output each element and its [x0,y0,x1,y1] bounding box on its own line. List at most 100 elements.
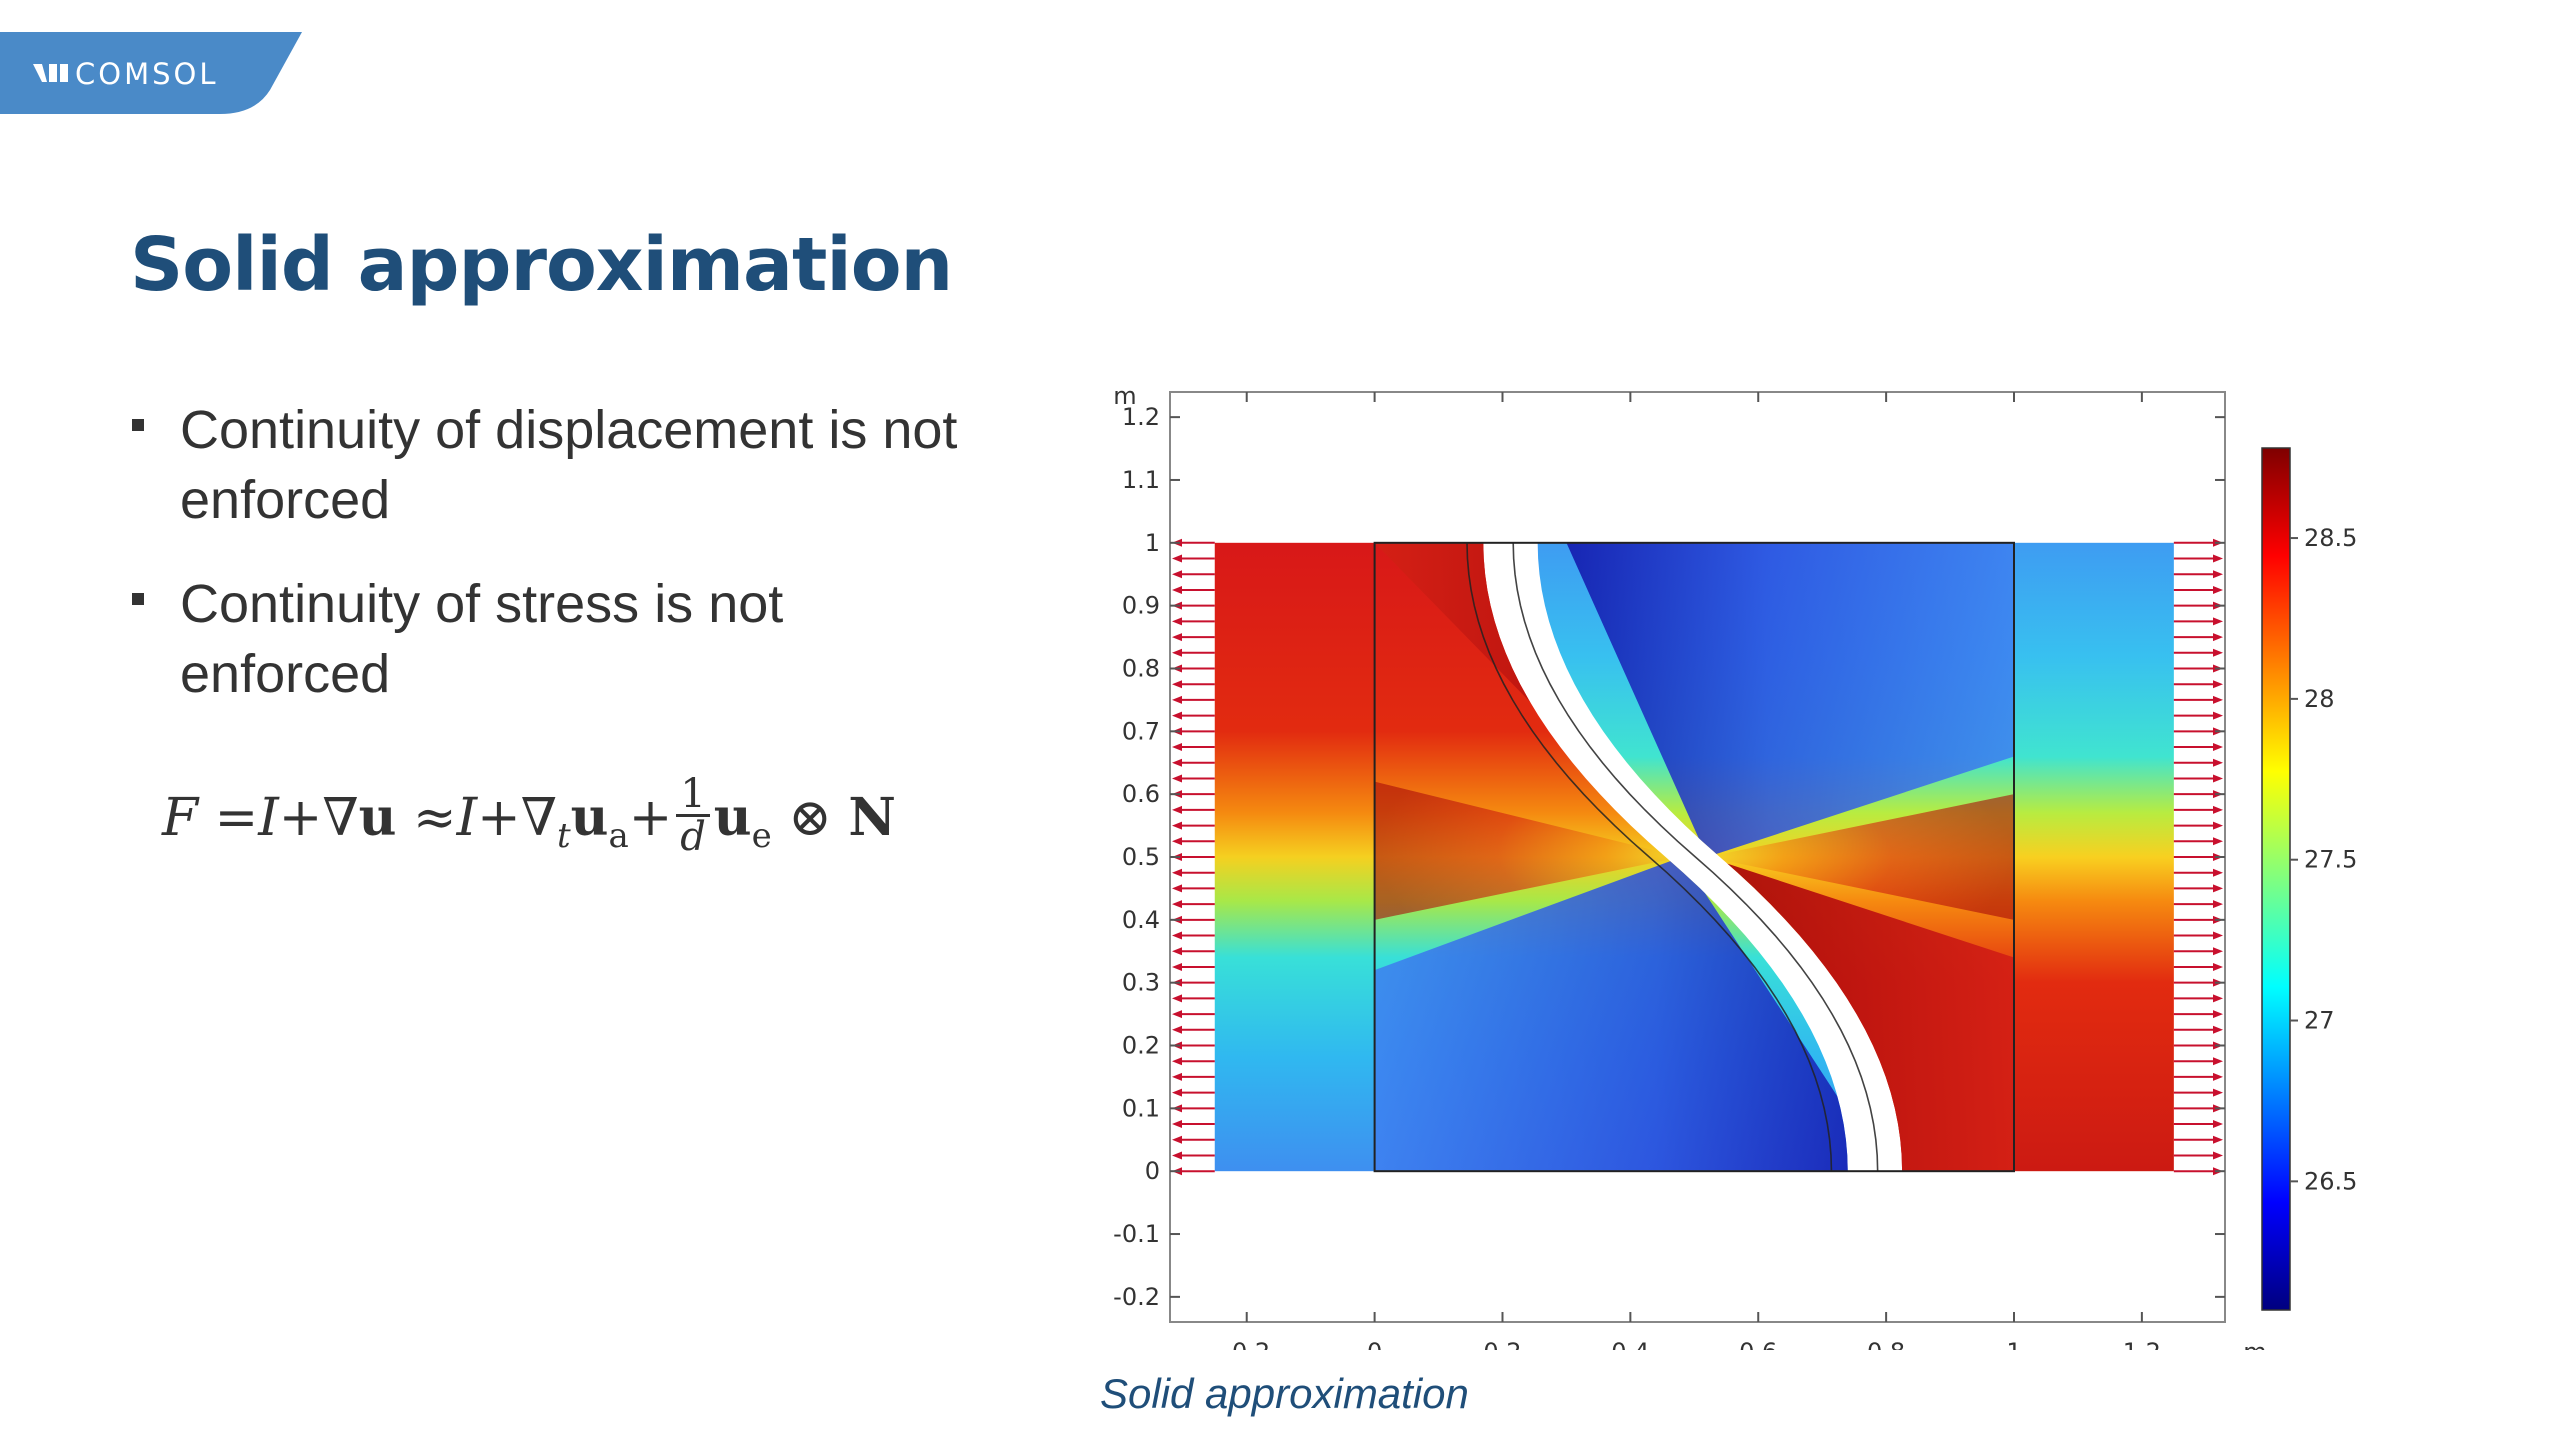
logo-tab-background [0,32,302,114]
right-body-cold-region [1566,542,2014,857]
load-arrowhead-left [1172,617,1182,626]
colorbar-gradient [2261,447,2291,1311]
deformation-gradient-formula: F =I+∇u ≈I+∇tua+ 1 d ue ⊗ N [162,771,896,860]
load-arrowhead-left [1172,931,1182,940]
load-arrowhead-left [1172,947,1182,956]
y-tick-label: 0.2 [1122,1032,1160,1060]
x-axis-ticks: -0.2 0 0.2 0.4 0.6 0.8 1 1.2 [1223,392,2161,1350]
load-arrowhead-right [2213,758,2223,767]
load-arrowhead-left [1172,554,1182,563]
y-tick-label: -0.1 [1113,1220,1160,1248]
y-tick-label: 0.7 [1122,717,1160,745]
load-arrowhead-left [1172,962,1182,971]
y-tick-label: 0 [1145,1157,1160,1185]
load-arrowhead-right [2213,1057,2223,1066]
y-tick-label: 1 [1145,529,1160,557]
x-tick-label: 1 [2006,1338,2021,1350]
left-domain-field [1214,542,1375,1172]
y-tick-label: -0.2 [1113,1283,1160,1311]
reference-interface-line [1512,542,1879,1172]
load-arrowhead-left [1172,821,1182,830]
y-tick-label: 0.3 [1122,969,1160,997]
y-tick-label: 0.1 [1122,1094,1160,1122]
y-tick-label: 1.1 [1122,466,1160,494]
load-arrowhead-right [2213,821,2223,830]
temperature-plot: -0.2 0 0.2 0.4 0.6 0.8 1 1.2 -0.2 -0.1 0 0.1 0.2 0.3… [1113,382,2357,1350]
load-arrowhead-left [1172,570,1182,579]
x-axis-unit: m [2243,1338,2266,1350]
load-arrowhead-left [1172,1025,1182,1034]
load-arrowhead-right [2213,1120,2223,1129]
load-arrowhead-right [2213,1072,2223,1081]
load-arrowhead-right [2213,1010,2223,1019]
load-arrowhead-left [1172,711,1182,720]
bullet-text-2: Continuity of stress is not enforced [180,574,784,704]
y-axis-ticks: -0.2 -0.1 0 0.1 0.2 0.3 0.4 0.5 0.6 0.7 0.8 0.9 1 1.1… [1113,403,2225,1311]
x-tick-label: 0.4 [1611,1338,1649,1350]
y-tick-label: 0.6 [1122,780,1160,808]
bullet-marker [132,419,144,431]
load-arrowhead-right [2213,805,2223,814]
y-tick-label: 0.9 [1122,592,1160,620]
load-arrowhead-right [2213,947,2223,956]
bullet-text-1: Continuity of displacement is not enforc… [180,400,958,530]
colorbar-tick-label: 28 [2304,685,2335,713]
load-arrowhead-left [1172,868,1182,877]
right-domain-field [2014,542,2174,1172]
load-arrowhead-right [2213,994,2223,1003]
load-arrowhead-left [1172,774,1182,783]
left-body-wedge [1374,781,1682,920]
load-arrowhead-right [2213,695,2223,704]
y-tick-label: 0.4 [1122,906,1160,934]
load-arrowhead-left [1172,1057,1182,1066]
boundary-load-arrows [1172,538,2223,1176]
comsol-logo-icon [33,64,68,82]
load-arrowhead-right [2213,648,2223,657]
load-arrowhead-right [2213,633,2223,642]
slide-title: Solid approximation [130,222,953,308]
load-arrowhead-left [1172,1072,1182,1081]
load-arrowhead-left [1172,837,1182,846]
x-tick-label: 0 [1367,1338,1382,1350]
load-arrowhead-right [2213,1088,2223,1097]
load-arrowhead-left [1172,648,1182,657]
comsol-logo-text: COMSOL [75,57,219,91]
load-arrowhead-left [1172,884,1182,893]
colorbar-tick-label: 28.5 [2304,524,2357,552]
load-arrowhead-left [1172,805,1182,814]
load-arrowhead-right [2213,900,2223,909]
y-tick-label: 0.5 [1122,843,1160,871]
y-tick-label: 1.2 [1122,403,1160,431]
load-arrowhead-left [1172,680,1182,689]
left-body-cold-region [1374,857,1848,1172]
load-arrowhead-left [1172,1151,1182,1160]
load-arrowhead-right [2213,570,2223,579]
load-arrowhead-right [2213,1025,2223,1034]
y-axis-unit: m [1113,382,1136,410]
figure-caption: Solid approximation [1100,1370,1469,1417]
domain-outline [1373,541,2015,1173]
bullet-marker [132,593,144,605]
load-arrowhead-left [1172,1135,1182,1144]
load-arrowhead-left [1172,758,1182,767]
x-tick-label: 0.2 [1483,1338,1521,1350]
colorbar-tick-label: 26.5 [2304,1167,2357,1195]
x-tick-label: 0.6 [1739,1338,1777,1350]
load-arrowhead-left [1172,695,1182,704]
load-arrowhead-right [2213,1135,2223,1144]
load-arrowhead-left [1172,900,1182,909]
x-tick-label: 1.2 [2123,1338,2161,1350]
load-arrowhead-right [2213,617,2223,626]
colorbar-tick-label: 27.5 [2304,846,2357,874]
colorbar: 28.5 28 27.5 27 26.5 [2261,447,2357,1311]
load-arrowhead-right [2213,868,2223,877]
load-arrowhead-right [2213,585,2223,594]
load-arrowhead-right [2213,743,2223,752]
x-tick-label: 0.8 [1867,1338,1905,1350]
load-arrowhead-left [1172,585,1182,594]
temperature-field [1214,541,2174,1173]
load-arrowhead-right [2213,962,2223,971]
load-arrowhead-right [2213,931,2223,940]
load-arrowhead-left [1172,1010,1182,1019]
load-arrowhead-left [1172,633,1182,642]
